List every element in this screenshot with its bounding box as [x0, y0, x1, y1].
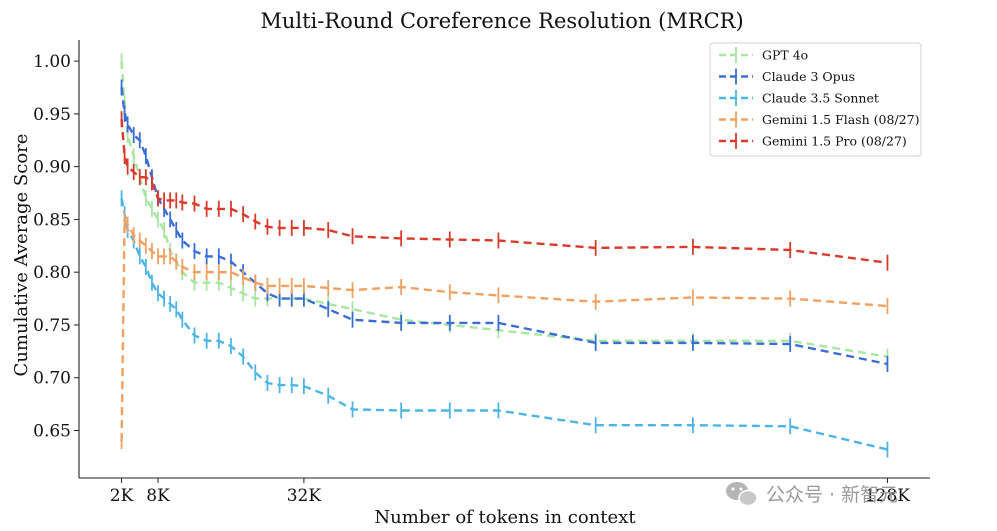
- x-axis: 2K 8K 32K 128K: [110, 478, 910, 506]
- watermark-text: 公众号 · 新智元: [766, 484, 898, 506]
- plot-area: [78, 40, 930, 479]
- x-tick-label: 128K: [865, 486, 910, 506]
- series-layer: [120, 53, 889, 458]
- y-tick-label: 0.95: [33, 105, 71, 125]
- x-tick-label: 8K: [146, 486, 170, 506]
- legend-item: Gemini 1.5 Pro (08/27): [719, 133, 907, 149]
- x-tick-label: 2K: [110, 486, 134, 506]
- legend-label: Gemini 1.5 Pro (08/27): [762, 134, 907, 149]
- legend-label: GPT 4o: [762, 48, 808, 63]
- legend-item: Gemini 1.5 Flash (08/27): [719, 111, 919, 128]
- x-axis-label: Number of tokens in context: [374, 507, 636, 528]
- legend-label: Gemini 1.5 Flash (08/27): [762, 112, 919, 127]
- y-tick-label: 0.90: [33, 158, 71, 178]
- series-3: [120, 211, 889, 450]
- legend-label: Claude 3.5 Sonnet: [762, 91, 879, 106]
- legend-frame: [709, 42, 922, 157]
- legend-item: Claude 3.5 Sonnet: [719, 90, 879, 106]
- y-axis-label: Cumulative Average Score: [11, 134, 32, 377]
- legend: GPT 4o Claude 3 Opus Claude 3.5 Sonnet Gemi…: [709, 42, 922, 157]
- y-tick-label: 1.00: [33, 52, 71, 72]
- legend-item: GPT 4o: [719, 47, 808, 63]
- y-tick-label: 0.70: [33, 369, 71, 389]
- series-line: [120, 218, 888, 442]
- series-4: [120, 111, 889, 271]
- chart-title: Multi-Round Coreference Resolution (MRCR…: [260, 9, 743, 33]
- wechat-icon: [726, 482, 758, 507]
- x-tick-label: 32K: [287, 486, 322, 506]
- y-tick-label: 0.65: [33, 422, 71, 442]
- y-tick-label: 0.85: [33, 210, 71, 230]
- watermark: 公众号 · 新智元: [726, 482, 898, 507]
- y-tick-label: 0.75: [33, 316, 71, 336]
- legend-label: Claude 3 Opus: [762, 69, 855, 84]
- legend-item: Claude 3 Opus: [719, 68, 855, 85]
- y-axis: 0.65 0.70 0.75 0.80 0.85 0.90 0.95 1.00: [33, 52, 79, 442]
- y-tick-label: 0.80: [33, 263, 71, 283]
